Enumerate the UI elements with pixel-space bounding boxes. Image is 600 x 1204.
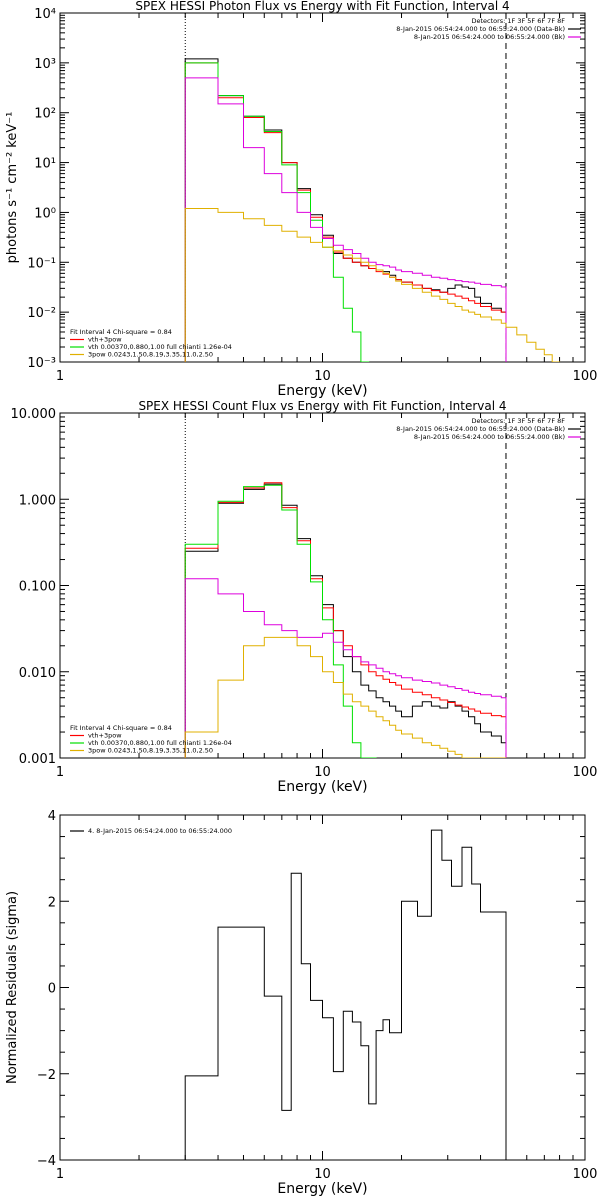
y-tick-label: 10⁰ <box>34 206 56 221</box>
series-3pow <box>184 208 561 362</box>
x-tick-label: 1 <box>56 1167 64 1182</box>
x-tick-label: 10 <box>314 369 331 384</box>
legend-left-entry: 4. 8-Jan-2015 06:54:24.000 to 06:55:24.0… <box>88 827 232 835</box>
chart-title: SPEX HESSI Count Flux vs Energy with Fit… <box>138 399 506 413</box>
series-data-bk <box>184 58 507 362</box>
x-tick-label: 1 <box>56 765 64 780</box>
series-3pow <box>184 636 507 758</box>
legend-left-entry: 3pow 0.0243,1.50,8.19,3.35,11.0,2.50 <box>88 351 213 359</box>
legend-right-entry: Detectors: 1F 3F 5F 6F 7F 8F <box>471 417 565 425</box>
y-tick-label: 10⁻³ <box>27 356 56 371</box>
x-tick-label: 10 <box>314 765 331 780</box>
series-group <box>184 58 561 362</box>
legend-left-entry: 3pow 0.0243,1.50,8.19,3.35,11.0,2.50 <box>88 747 213 755</box>
count-flux-panel: SPEX HESSI Count Flux vs Energy with Fit… <box>11 399 598 795</box>
legend-left-entry: vth 0.00370,0.880,1.00 full chianti 1.26… <box>88 343 232 351</box>
y-tick-label: 10³ <box>34 57 56 72</box>
y-tick-label: 0.100 <box>19 580 56 595</box>
series-bk <box>184 77 507 362</box>
series-vth <box>184 62 370 362</box>
series-group <box>184 482 507 758</box>
y-tick-label: 10¹ <box>34 157 56 172</box>
legend-right-entry: 8-Jan-2015 06:54:24.000 to 06:55:24.000 … <box>396 425 565 433</box>
y-tick-label: 10⁻¹ <box>27 256 56 271</box>
series-group <box>184 829 507 1160</box>
series-vth-3pow <box>184 62 507 362</box>
x-axis-label: Energy (keV) <box>277 779 367 795</box>
y-tick-label: 2 <box>48 895 56 910</box>
legend-right-entry: 8-Jan-2015 06:54:24.000 to 06:55:24.000 … <box>414 433 565 441</box>
y-tick-label: 10.000 <box>11 407 57 422</box>
x-tick-label: 10 <box>314 1167 331 1182</box>
y-tick-label: 0 <box>48 982 56 997</box>
legend-right-entry: Detectors: 1F 3F 5F 6F 7F 8F <box>471 17 565 25</box>
y-tick-label: 10⁴ <box>34 7 56 22</box>
x-tick-label: 100 <box>573 765 598 780</box>
y-tick-label: 10⁻² <box>27 306 56 321</box>
photon-flux-panel: SPEX HESSI Photon Flux vs Energy with Fi… <box>5 0 597 399</box>
x-tick-label: 100 <box>573 1167 598 1182</box>
legend-left-entry: vth+3pow <box>88 336 122 344</box>
y-tick-label: 1.000 <box>19 493 56 508</box>
y-tick-label: 10² <box>34 107 56 122</box>
y-axis-label: Normalized Residuals (sigma) <box>5 891 20 1084</box>
legend-right-entry: 8-Jan-2015 06:54:24.000 to 06:55:24.000 … <box>414 33 565 41</box>
y-tick-label: −4 <box>37 1154 56 1169</box>
x-tick-label: 1 <box>56 369 64 384</box>
legend-left-entry: Fit Interval 4 Chi-square = 0.84 <box>70 724 172 732</box>
residuals-panel: Energy (keV) Normalized Residuals (sigma)… <box>5 809 597 1197</box>
y-tick-label: 0.001 <box>19 752 56 767</box>
x-axis-label: Energy (keV) <box>277 1181 367 1197</box>
series-residuals <box>184 829 507 1160</box>
y-tick-label: 4 <box>48 809 56 824</box>
x-tick-label: 100 <box>573 369 598 384</box>
chart-title: SPEX HESSI Photon Flux vs Energy with Fi… <box>135 0 509 13</box>
y-tick-label: −2 <box>37 1068 56 1083</box>
legend-left-entry: Fit Interval 4 Chi-square = 0.84 <box>70 328 172 336</box>
series-vth <box>184 484 377 758</box>
series-bk <box>184 578 507 758</box>
series-vth-3pow <box>184 482 507 758</box>
y-tick-label: 0.010 <box>19 666 56 681</box>
legend-left-entry: vth+3pow <box>88 732 122 740</box>
x-axis-label: Energy (keV) <box>277 383 367 399</box>
legend-right-entry: 8-Jan-2015 06:54:24.000 to 06:55:24.000 … <box>396 25 565 33</box>
legend-left-entry: vth 0.00370,0.880,1.00 full chianti 1.26… <box>88 739 232 747</box>
y-axis-label: photons s⁻¹ cm⁻² keV⁻¹ <box>5 112 20 264</box>
series-data-bk <box>184 483 507 758</box>
